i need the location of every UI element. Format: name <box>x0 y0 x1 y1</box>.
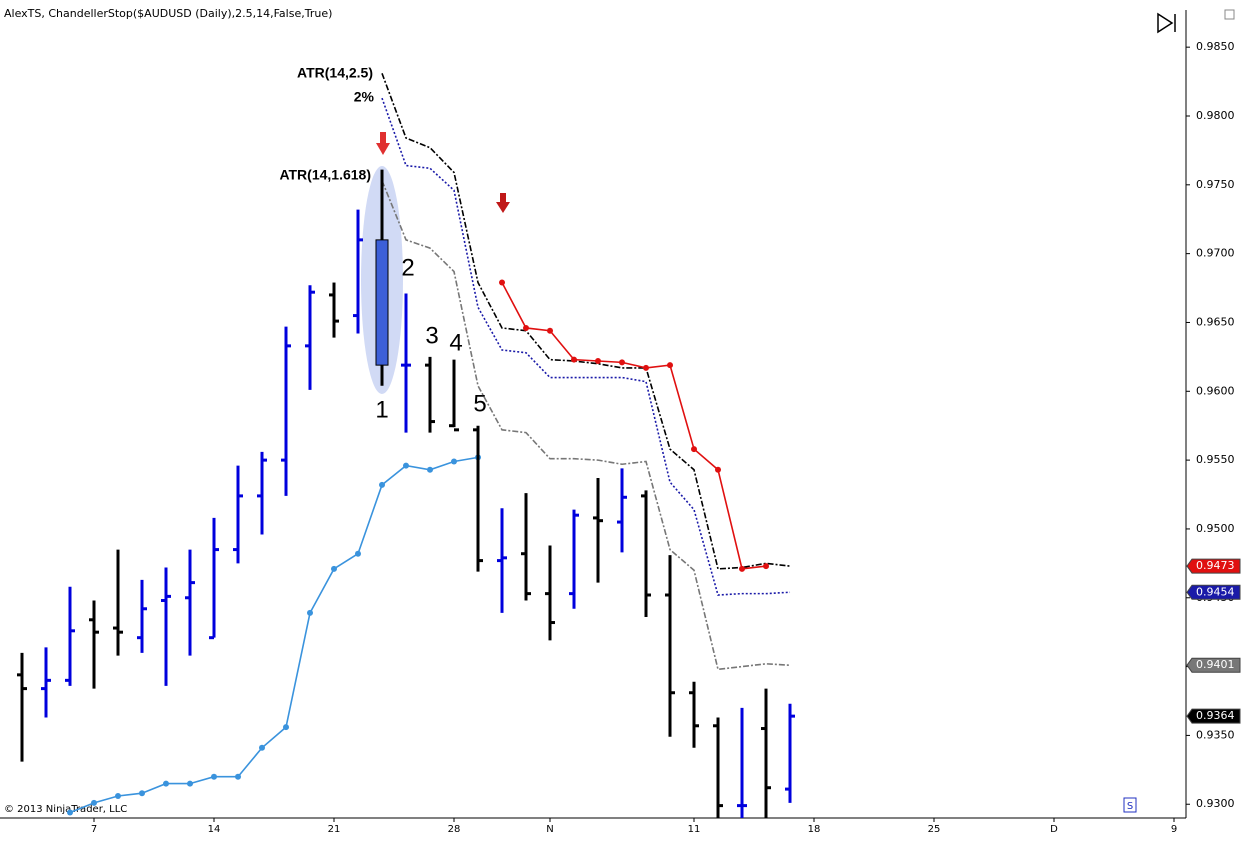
y-tick-label: 0.9500 <box>1196 522 1235 535</box>
indicator-point <box>163 780 170 787</box>
indicator-point <box>523 324 530 331</box>
price-tag <box>1186 708 1241 724</box>
arrow <box>376 132 390 155</box>
x-tick-label: D <box>1050 824 1058 835</box>
x-tick-label: 18 <box>808 824 821 835</box>
indicator-point <box>331 565 338 572</box>
indicator-point <box>427 466 434 473</box>
indicator-line <box>381 180 791 671</box>
y-tick-label: 0.9650 <box>1196 315 1235 328</box>
indicator-point <box>571 356 578 363</box>
indicator-point <box>715 466 722 473</box>
indicator-point <box>619 359 626 366</box>
annotation: 5 <box>473 390 486 417</box>
y-tick-label: 0.9350 <box>1196 728 1235 741</box>
x-tick-label: 14 <box>208 824 221 835</box>
price-tag-label: 0.9401 <box>1196 658 1235 671</box>
x-tick-label: 7 <box>91 824 97 835</box>
x-tick-label: 11 <box>688 824 701 835</box>
x-tick-label: 25 <box>928 824 941 835</box>
indicator-point <box>379 481 386 488</box>
y-tick-label: 0.9550 <box>1196 453 1235 466</box>
indicator-point <box>763 563 770 570</box>
indicator-point <box>451 458 458 465</box>
y-tick-label: 0.9700 <box>1196 247 1235 260</box>
indicator-point <box>307 609 314 616</box>
indicator-point <box>91 799 98 806</box>
indicator-point <box>691 446 698 453</box>
footer: © 2013 NinjaTrader, LLC <box>4 804 127 815</box>
price-tag-label: 0.9454 <box>1196 585 1235 598</box>
annotation: ATR(14,2.5) <box>297 65 373 81</box>
x-tick-label: N <box>546 824 553 835</box>
indicator-line <box>381 73 791 570</box>
indicator-point <box>259 744 266 751</box>
indicator-point <box>355 550 362 557</box>
indicator-point <box>283 724 290 731</box>
x-tick-label: 28 <box>448 824 461 835</box>
chart-title: AlexTS, ChandellerStop($AUDUSD (Daily),2… <box>4 7 332 20</box>
price-tag <box>1186 558 1241 574</box>
indicator-line <box>501 282 767 570</box>
indicator-line <box>69 456 479 814</box>
indicator-point <box>187 780 194 787</box>
candle-body <box>375 239 389 366</box>
scroll-end-icon[interactable] <box>1157 12 1176 34</box>
x-tick-label: 9 <box>1171 824 1177 835</box>
indicator-point <box>499 279 506 286</box>
scale-icon-label: S <box>1127 801 1133 812</box>
indicator-point <box>115 792 122 799</box>
toggle-icon[interactable] <box>1224 9 1235 20</box>
indicator-point <box>667 362 674 369</box>
annotation: ATR(14,1.618) <box>279 167 371 183</box>
y-tick-label: 0.9750 <box>1196 178 1235 191</box>
y-tick-label: 0.9800 <box>1196 109 1235 122</box>
indicator-point <box>595 358 602 365</box>
indicator-point <box>235 773 242 780</box>
indicator-point <box>547 327 554 334</box>
price-tag-label: 0.9364 <box>1196 709 1235 722</box>
indicator-point <box>643 364 650 371</box>
annotation: 2% <box>354 89 375 105</box>
indicator-point <box>67 809 74 816</box>
annotation: 4 <box>449 329 462 356</box>
annotation: 1 <box>375 396 388 423</box>
indicator-point <box>211 773 218 780</box>
indicator-point <box>739 565 746 572</box>
x-tick-label: 21 <box>328 824 341 835</box>
annotation: 3 <box>425 322 438 349</box>
scale-icon[interactable] <box>1123 797 1137 813</box>
indicator-line <box>381 97 791 596</box>
price-tag <box>1186 584 1241 600</box>
arrow <box>496 193 510 213</box>
price-tag-label: 0.9473 <box>1196 559 1235 572</box>
indicator-point <box>139 790 146 797</box>
y-tick-label: 0.9850 <box>1196 40 1235 53</box>
y-tick-label: 0.9300 <box>1196 797 1235 810</box>
indicator-point <box>403 462 410 469</box>
price-tag <box>1186 657 1241 673</box>
annotation: 2 <box>401 254 414 281</box>
y-tick-label: 0.9600 <box>1196 384 1235 397</box>
